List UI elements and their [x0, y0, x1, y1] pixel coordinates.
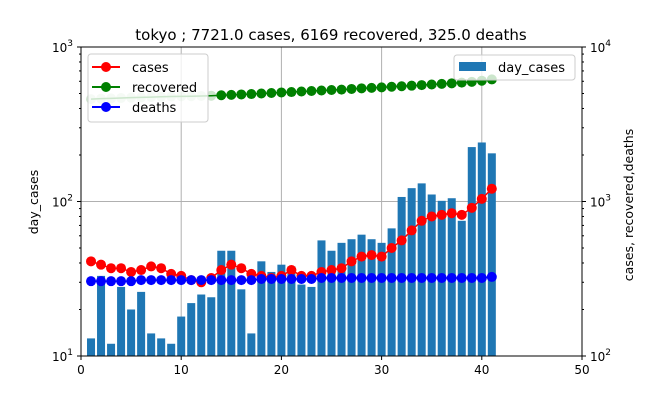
- bar-day-16: [237, 289, 246, 356]
- bar-day-34: [417, 183, 426, 356]
- svg-text:102: 102: [590, 348, 611, 364]
- bar-day-38: [457, 220, 466, 356]
- day-cases-bars: [87, 142, 496, 356]
- svg-text:deaths: deaths: [132, 101, 177, 116]
- y-axis-right-label: cases, recovered,deaths: [621, 129, 636, 281]
- bar-day-18: [257, 261, 266, 356]
- bar-day-22: [297, 284, 306, 356]
- bar-day-2: [97, 275, 106, 356]
- bar-day-14: [217, 250, 226, 356]
- svg-text:cases: cases: [132, 61, 169, 76]
- bar-day-3: [107, 343, 116, 356]
- bar-day-13: [207, 297, 216, 356]
- bar-day-19: [267, 271, 276, 356]
- svg-text:102: 102: [52, 194, 73, 210]
- legend-right-box: [453, 54, 576, 81]
- bar-day-33: [407, 188, 416, 356]
- bar-day-21: [287, 266, 296, 356]
- bar-day-6: [137, 291, 146, 356]
- bar-day-8: [157, 338, 166, 356]
- svg-text:50: 50: [574, 363, 589, 377]
- chart-title: tokyo ; 7721.0 cases, 6169 recovered, 32…: [135, 26, 527, 44]
- legend-left-box: [87, 53, 209, 123]
- bar-day-10: [177, 316, 186, 356]
- svg-text:30: 30: [374, 363, 389, 377]
- deaths-series: [86, 271, 497, 287]
- bar-day-5: [127, 309, 136, 356]
- bar-day-27: [347, 239, 356, 356]
- svg-text:103: 103: [52, 39, 73, 55]
- bar-day-11: [187, 303, 196, 356]
- bar-day-29: [367, 239, 376, 356]
- bar-day-25: [327, 250, 336, 356]
- bar-day-31: [387, 228, 396, 356]
- svg-text:10: 10: [174, 363, 189, 377]
- svg-text:0: 0: [77, 363, 85, 377]
- legend-entry-deaths: deaths: [92, 101, 177, 116]
- bar-day-7: [147, 333, 156, 356]
- bar-day-17: [247, 333, 256, 356]
- svg-text:101: 101: [52, 348, 73, 364]
- bar-day-39: [467, 147, 476, 356]
- svg-text:104: 104: [590, 39, 611, 55]
- bar-day-12: [197, 294, 206, 356]
- legend-swatch-day-cases: [459, 62, 486, 71]
- bar-day-20: [277, 264, 286, 356]
- line-series: [86, 74, 497, 288]
- bar-day-15: [227, 250, 236, 356]
- legend-entry-day-cases: day_cases: [498, 61, 565, 76]
- bar-day-4: [117, 286, 126, 356]
- legend-right: day_cases: [453, 54, 576, 81]
- bar-day-41: [487, 153, 496, 356]
- legend-entry-recovered: recovered: [92, 81, 197, 96]
- bar-day-1: [87, 338, 96, 356]
- bar-day-23: [307, 286, 316, 356]
- svg-text:103: 103: [590, 194, 611, 210]
- bar-day-9: [167, 343, 176, 356]
- axis-ticks: 0 10 20 30 40 50 101 102 103 102 103 104: [52, 39, 611, 377]
- y-axis-left-label: day_cases: [26, 170, 41, 235]
- bar-day-30: [377, 242, 386, 356]
- svg-text:recovered: recovered: [132, 81, 197, 96]
- svg-text:40: 40: [474, 363, 489, 377]
- bar-day-40: [477, 142, 486, 356]
- cases-series: [86, 183, 497, 288]
- svg-text:20: 20: [274, 363, 289, 377]
- bar-day-24: [317, 240, 326, 356]
- legend-entry-cases: cases: [92, 61, 169, 76]
- bar-day-28: [357, 234, 366, 356]
- legend-left: cases recovered deaths: [87, 53, 209, 123]
- bar-day-26: [337, 242, 346, 356]
